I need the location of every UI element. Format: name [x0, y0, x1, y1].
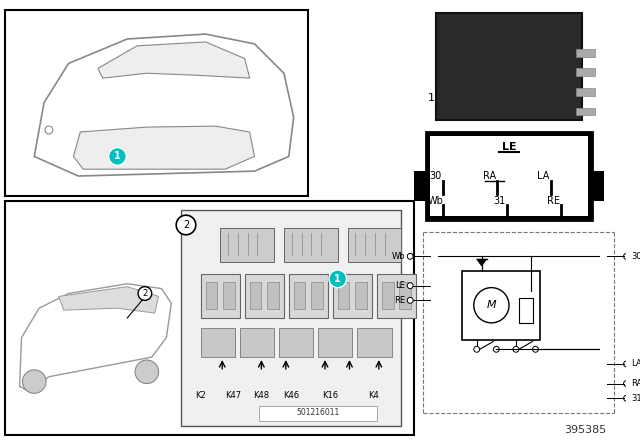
Circle shape — [329, 270, 346, 288]
Text: 1: 1 — [428, 93, 435, 103]
Text: RE: RE — [394, 296, 405, 305]
Circle shape — [623, 395, 629, 401]
Bar — [357, 328, 392, 357]
Text: 30: 30 — [429, 171, 442, 181]
Circle shape — [45, 126, 53, 134]
Text: RE: RE — [547, 195, 559, 206]
Text: K2: K2 — [195, 392, 206, 401]
Circle shape — [623, 254, 629, 259]
Bar — [289, 274, 328, 318]
Bar — [333, 274, 372, 318]
Bar — [429, 136, 588, 216]
Circle shape — [22, 370, 46, 393]
Bar — [311, 282, 323, 309]
Bar — [355, 282, 367, 309]
Bar — [244, 274, 284, 318]
Circle shape — [532, 346, 538, 352]
Text: K16: K16 — [322, 392, 338, 401]
Bar — [318, 328, 353, 357]
Bar — [294, 282, 305, 309]
Bar — [338, 282, 349, 309]
Bar — [268, 282, 279, 309]
Text: 395385: 395385 — [564, 426, 607, 435]
Circle shape — [513, 346, 519, 352]
Text: 1: 1 — [334, 274, 341, 284]
Bar — [426, 132, 592, 220]
Polygon shape — [477, 259, 486, 266]
Bar — [223, 282, 235, 309]
Text: LE: LE — [502, 142, 516, 152]
Text: K46: K46 — [283, 392, 299, 401]
Text: LE: LE — [396, 281, 405, 290]
Bar — [348, 228, 401, 262]
Bar — [462, 271, 540, 340]
Text: K4: K4 — [369, 392, 380, 401]
Circle shape — [407, 283, 413, 289]
Circle shape — [138, 287, 152, 300]
Bar — [399, 282, 411, 309]
Bar — [592, 171, 604, 201]
Bar — [519, 298, 532, 323]
Text: Wb: Wb — [392, 252, 405, 261]
Bar — [377, 274, 416, 318]
Bar — [414, 171, 426, 201]
Circle shape — [109, 148, 126, 165]
Circle shape — [493, 346, 499, 352]
Text: 1: 1 — [114, 151, 121, 161]
Circle shape — [176, 215, 196, 235]
Bar — [201, 328, 235, 357]
Bar — [436, 13, 582, 120]
Bar — [575, 69, 595, 76]
Bar — [575, 49, 595, 56]
Text: K47: K47 — [225, 392, 241, 401]
Bar — [279, 328, 313, 357]
Polygon shape — [35, 34, 294, 176]
Bar — [575, 108, 595, 115]
Circle shape — [623, 381, 629, 387]
Circle shape — [135, 360, 159, 383]
Bar — [240, 328, 274, 357]
Text: RA: RA — [632, 379, 640, 388]
Bar — [250, 282, 261, 309]
Bar — [201, 274, 240, 318]
Text: K48: K48 — [253, 392, 269, 401]
Bar — [575, 88, 595, 96]
Bar — [284, 228, 338, 262]
Bar — [181, 210, 401, 426]
Text: 30: 30 — [632, 252, 640, 261]
Bar — [205, 282, 218, 309]
Text: Wb: Wb — [428, 195, 444, 206]
Text: LA: LA — [632, 359, 640, 369]
Bar — [5, 201, 414, 435]
Text: 2: 2 — [183, 220, 189, 230]
Circle shape — [474, 288, 509, 323]
Bar — [382, 282, 394, 309]
Polygon shape — [74, 126, 255, 169]
Circle shape — [623, 361, 629, 367]
Circle shape — [407, 254, 413, 259]
Text: M: M — [486, 300, 496, 310]
Text: 2: 2 — [142, 289, 147, 298]
Polygon shape — [20, 284, 172, 392]
Polygon shape — [59, 287, 159, 313]
Text: 501216011: 501216011 — [296, 409, 340, 418]
Text: 31: 31 — [632, 394, 640, 403]
Text: LA: LA — [537, 171, 550, 181]
Bar — [259, 406, 377, 421]
Text: 31: 31 — [493, 195, 506, 206]
Circle shape — [474, 346, 479, 352]
Bar — [220, 228, 274, 262]
Text: RA: RA — [483, 171, 496, 181]
Bar — [5, 9, 308, 196]
Circle shape — [407, 297, 413, 303]
Polygon shape — [98, 42, 250, 78]
